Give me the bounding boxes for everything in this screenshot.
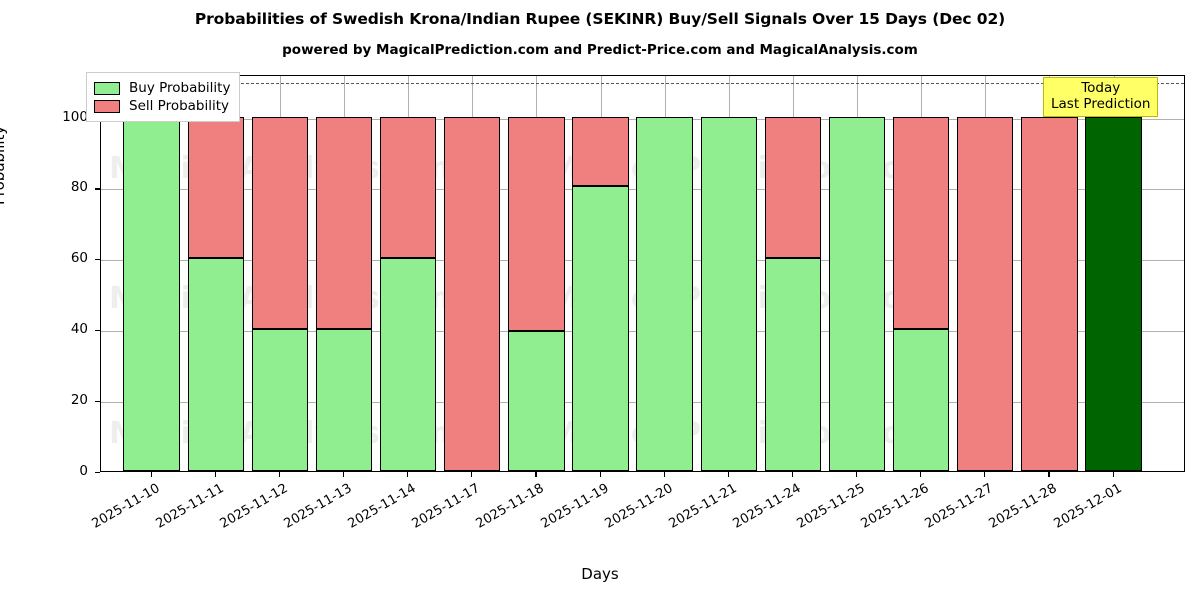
bar-group[interactable]	[379, 76, 437, 471]
x-tick-mark	[984, 472, 986, 477]
bar-group[interactable]	[828, 76, 886, 471]
bar-group[interactable]	[508, 76, 565, 471]
y-tick-mark	[95, 259, 100, 261]
y-tick-label: 40	[70, 321, 88, 338]
plot-area: MagicalAnalysis.comMagicalPrediction.com…	[100, 75, 1185, 472]
bar-group[interactable]	[1021, 76, 1078, 471]
bar-segment-sell[interactable]	[572, 116, 629, 187]
bar-group[interactable]	[700, 76, 757, 471]
bar-segment-buy[interactable]	[700, 116, 757, 471]
x-tick-mark	[791, 472, 793, 477]
bar-segment-buy[interactable]	[892, 329, 950, 471]
bar-segment-buy[interactable]	[123, 116, 180, 471]
bar-segment-buy[interactable]	[828, 116, 886, 471]
bar-segment-buy[interactable]	[636, 116, 693, 471]
bar-segment-sell[interactable]	[957, 116, 1014, 471]
chart-subtitle: powered by MagicalPrediction.com and Pre…	[282, 42, 918, 58]
x-tick-mark	[599, 472, 601, 477]
bar-group[interactable]	[315, 76, 373, 471]
bar-segment-sell[interactable]	[444, 116, 501, 471]
bar-segment-sell[interactable]	[187, 116, 244, 259]
bar-segment-buy[interactable]	[572, 186, 629, 471]
y-tick-mark	[95, 330, 100, 332]
bar-segment-sell[interactable]	[508, 116, 565, 331]
chart-legend: Buy Probability Sell Probability	[86, 72, 241, 122]
y-tick-label: 60	[70, 250, 88, 267]
x-axis-label: Days	[581, 565, 619, 583]
legend-label-buy: Buy Probability	[129, 80, 231, 96]
bar-group[interactable]	[764, 76, 822, 471]
bar-segment-today[interactable]	[1085, 116, 1142, 471]
y-tick-mark	[95, 188, 100, 190]
x-tick-mark	[471, 472, 473, 477]
x-tick-mark	[663, 472, 665, 477]
bar-group[interactable]	[572, 76, 629, 471]
bar-segment-sell[interactable]	[892, 116, 950, 330]
bar-group[interactable]	[444, 76, 501, 471]
bar-segment-sell[interactable]	[251, 116, 309, 330]
today-annotation-line1: Today	[1081, 80, 1121, 96]
x-tick-mark	[1048, 472, 1050, 477]
x-tick-mark	[214, 472, 216, 477]
y-tick-label: 80	[70, 179, 88, 196]
y-tick-mark	[95, 472, 100, 474]
x-tick-mark	[535, 472, 537, 477]
x-tick-mark	[727, 472, 729, 477]
bar-group[interactable]	[636, 76, 693, 471]
bar-segment-buy[interactable]	[315, 329, 373, 471]
legend-item-sell[interactable]: Sell Probability	[94, 98, 230, 114]
legend-label-sell: Sell Probability	[129, 98, 230, 114]
bar-group[interactable]	[187, 76, 244, 471]
bar-segment-buy[interactable]	[764, 258, 822, 471]
today-annotation-line2: Last Prediction	[1051, 95, 1151, 112]
bar-group[interactable]	[251, 76, 309, 471]
legend-swatch-sell	[94, 99, 120, 113]
bar-group[interactable]	[892, 76, 950, 471]
y-tick-label: 100	[62, 108, 88, 125]
bar-group[interactable]	[957, 76, 1014, 471]
chart-title: Probabilities of Swedish Krona/Indian Ru…	[194, 10, 1006, 28]
bar-segment-sell[interactable]	[1021, 116, 1078, 471]
y-axis-label: Probability	[0, 125, 8, 205]
x-tick-mark	[278, 472, 280, 477]
x-tick-mark	[1112, 472, 1114, 477]
bar-group[interactable]	[123, 76, 180, 471]
bar-segment-buy[interactable]	[251, 329, 309, 471]
x-tick-mark	[856, 472, 858, 477]
legend-swatch-buy	[94, 81, 120, 95]
bar-segment-buy[interactable]	[379, 258, 437, 471]
y-tick-mark	[95, 401, 100, 403]
y-tick-label: 20	[70, 392, 88, 409]
x-tick-mark	[150, 472, 152, 477]
x-tick-mark	[407, 472, 409, 477]
today-annotation: Today Last Prediction	[1043, 77, 1159, 118]
legend-item-buy[interactable]: Buy Probability	[94, 80, 230, 96]
bar-segment-sell[interactable]	[764, 116, 822, 259]
reference-line	[101, 83, 1184, 85]
x-tick-mark	[920, 472, 922, 477]
y-tick-label: 0	[79, 463, 88, 479]
bar-group[interactable]	[1085, 76, 1142, 471]
bar-segment-sell[interactable]	[379, 116, 437, 259]
bar-segment-sell[interactable]	[315, 116, 373, 330]
bar-segment-buy[interactable]	[508, 330, 565, 471]
bar-segment-buy[interactable]	[187, 258, 244, 471]
x-tick-mark	[343, 472, 345, 477]
